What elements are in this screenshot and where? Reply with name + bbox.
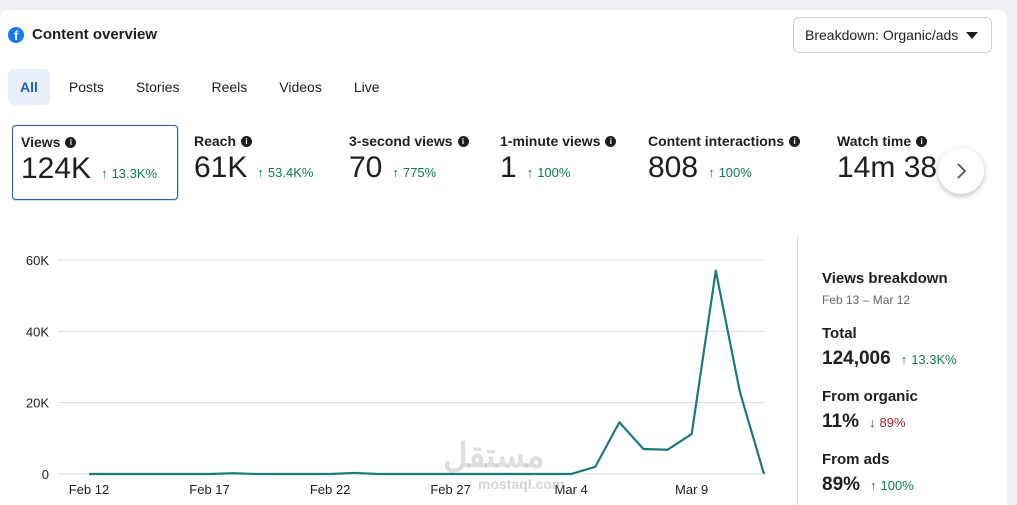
breakdown-dropdown-label: Breakdown: Organic/ads xyxy=(805,27,959,43)
x-tick-label: Feb 27 xyxy=(430,482,470,497)
x-tick-label: Feb 17 xyxy=(189,482,229,497)
metric-delta: 100% xyxy=(537,165,571,180)
info-icon[interactable]: i xyxy=(789,135,801,147)
metric-delta: 100% xyxy=(718,165,752,180)
content-overview-card xyxy=(0,10,1007,505)
watermark-logo: مستقل xyxy=(443,437,545,475)
metric-label: 1-minute views xyxy=(500,133,601,149)
metric-card-3-second-views[interactable]: 3-second views i 70 ↑ 775% xyxy=(341,125,491,200)
arrow-up-icon: ↑ xyxy=(526,165,534,180)
total-value: 124,006 xyxy=(822,348,891,369)
metric-value: 124K xyxy=(21,152,92,185)
arrow-up-icon: ↑ xyxy=(708,165,715,180)
info-icon[interactable]: i xyxy=(241,135,253,147)
metric-card-reach[interactable]: Reach i 61K ↑ 53.4K% xyxy=(186,125,336,200)
y-tick-label: 60K xyxy=(26,253,49,268)
y-tick-label: 0 xyxy=(42,467,49,482)
total-label: Total xyxy=(822,325,857,342)
x-tick-label: Feb 12 xyxy=(69,482,109,497)
breakdown-dropdown[interactable]: Breakdown: Organic/ads xyxy=(793,17,992,53)
info-icon[interactable]: i xyxy=(65,136,77,148)
metric-value: 808 xyxy=(648,151,699,184)
metric-delta: 13.3K% xyxy=(111,166,158,181)
arrow-up-icon: ↑ xyxy=(257,165,264,180)
page-title: f Content overview xyxy=(8,26,157,43)
x-tick-label: Mar 4 xyxy=(555,482,588,497)
info-icon[interactable]: i xyxy=(916,135,928,147)
ads-value: 89% xyxy=(822,474,861,495)
metric-card-views[interactable]: Views i 124K ↑ 13.3K% xyxy=(12,125,178,200)
page-title-text: Content overview xyxy=(32,26,158,43)
y-tick-label: 40K xyxy=(26,324,49,339)
metric-value: 14m 38 xyxy=(837,151,938,184)
metric-label: Reach xyxy=(194,133,237,149)
breakdown-date-range: Feb 13 – Mar 12 xyxy=(822,293,911,307)
ads-delta: 100% xyxy=(880,478,914,493)
metric-label: Views xyxy=(21,134,61,150)
tab-posts[interactable]: Posts xyxy=(68,79,104,95)
metric-label: Watch time xyxy=(837,133,912,149)
metric-card-1-minute-views[interactable]: 1-minute views i 1 ↑ 100% xyxy=(492,125,642,200)
watermark-url: mostaql.com xyxy=(478,476,565,492)
divider xyxy=(797,236,798,505)
organic-label: From organic xyxy=(822,388,918,405)
chevron-right-icon xyxy=(957,163,967,179)
metrics-next-button[interactable] xyxy=(938,148,984,194)
arrow-down-icon: ↓ xyxy=(868,415,876,430)
tab-stories[interactable]: Stories xyxy=(135,79,180,95)
views-breakdown-panel: Views breakdown Feb 13 – Mar 12 Total 12… xyxy=(822,270,1002,496)
metric-card-content-interactions[interactable]: Content interactions i 808 ↑ 100% xyxy=(640,125,825,200)
arrow-up-icon: ↑ xyxy=(392,165,399,180)
metric-delta: 775% xyxy=(402,165,437,180)
arrow-up-icon: ↑ xyxy=(101,166,108,181)
tab-videos[interactable]: Videos xyxy=(279,79,322,95)
views-line-chart: 0 20K 40K 60K Feb 12 Feb 17 Feb 22 Feb 27 Mar 4 M… xyxy=(26,253,766,497)
x-tick-label: Feb 22 xyxy=(310,482,350,497)
total-delta: 13.3K% xyxy=(911,352,957,367)
metric-value: 1 xyxy=(500,151,517,184)
organic-value: 11% xyxy=(822,411,859,432)
arrow-up-icon: ↑ xyxy=(870,478,877,493)
caret-down-icon xyxy=(966,32,978,39)
ads-label: From ads xyxy=(822,451,890,468)
metric-value: 61K xyxy=(194,151,248,184)
metric-label: 3-second views xyxy=(349,133,453,149)
content-type-tabs: All Posts Stories Reels Videos Live xyxy=(8,69,399,105)
tab-live[interactable]: Live xyxy=(353,79,380,95)
y-tick-label: 20K xyxy=(26,396,49,411)
metric-card-watch-time[interactable]: Watch time i 14m 38 xyxy=(829,125,987,200)
metric-value: 70 xyxy=(349,151,383,184)
facebook-icon: f xyxy=(8,26,24,43)
tab-reels[interactable]: Reels xyxy=(211,79,248,95)
arrow-up-icon: ↑ xyxy=(900,352,908,367)
organic-delta: 89% xyxy=(879,415,906,430)
x-tick-label: Mar 9 xyxy=(675,482,708,497)
metric-cards: Views i 124K ↑ 13.3K% Reach i 61K ↑ 53.4K% 3-s… xyxy=(12,125,987,211)
info-icon[interactable]: i xyxy=(605,135,617,147)
metric-delta: 53.4K% xyxy=(267,165,314,180)
metric-label: Content interactions xyxy=(648,133,785,149)
series-line xyxy=(89,269,766,476)
breakdown-title: Views breakdown xyxy=(822,270,948,287)
tab-all[interactable]: All xyxy=(8,69,50,105)
info-icon[interactable]: i xyxy=(457,135,469,147)
